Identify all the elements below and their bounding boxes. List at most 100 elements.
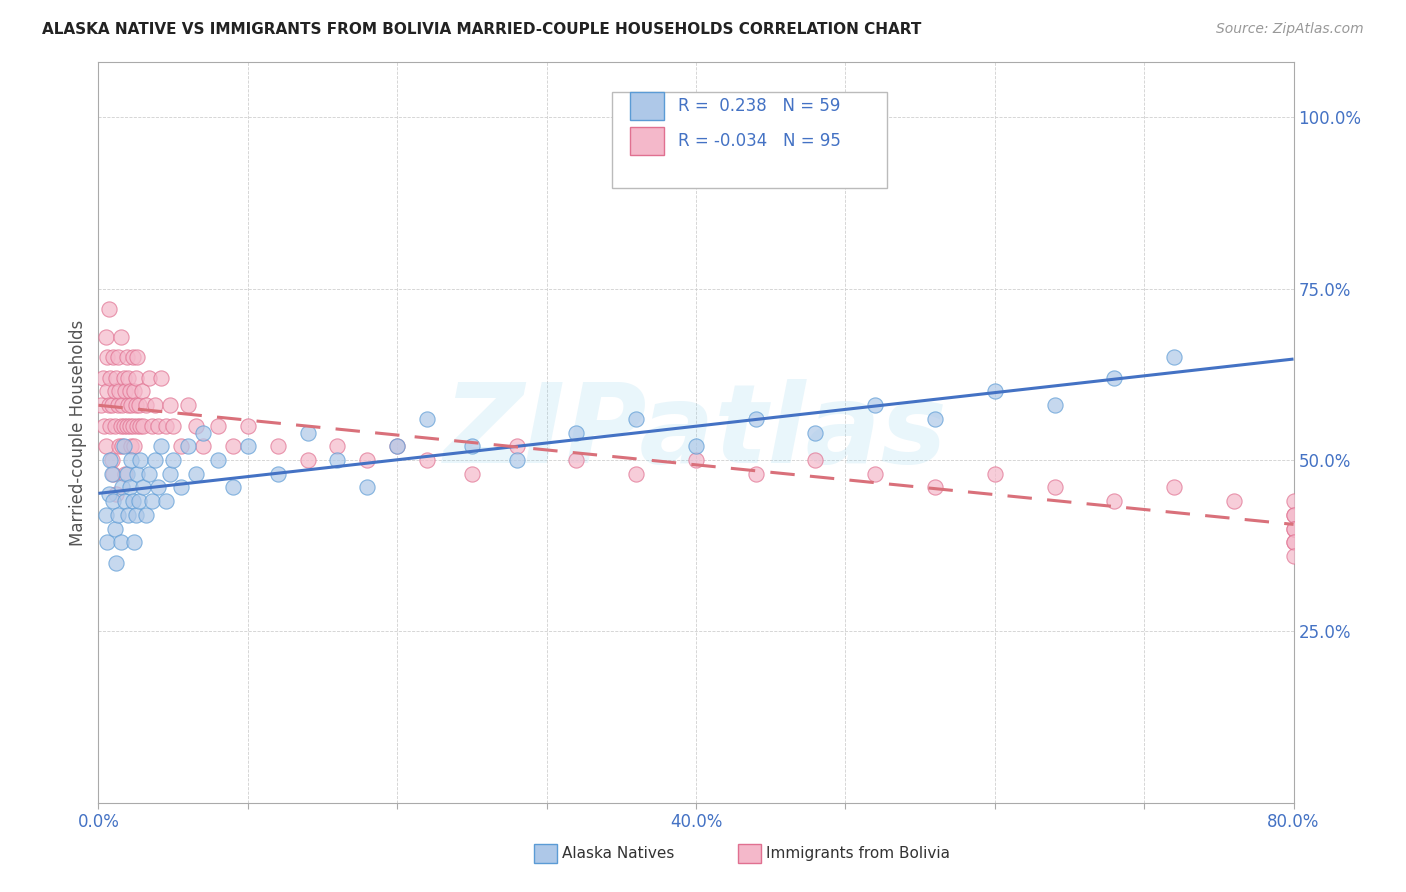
- Text: Alaska Natives: Alaska Natives: [562, 847, 675, 861]
- Point: [110, 329, 132, 343]
- Point: [112, 418, 135, 433]
- Point: [110, 418, 132, 433]
- Point: [356, 453, 378, 467]
- Point: [1282, 535, 1305, 549]
- Bar: [630, 92, 664, 120]
- Point: [114, 384, 136, 399]
- Point: [117, 371, 139, 385]
- Point: [125, 371, 148, 385]
- Point: [135, 398, 157, 412]
- Point: [1282, 549, 1305, 563]
- Point: [184, 467, 207, 481]
- Point: [124, 439, 146, 453]
- Point: [461, 467, 484, 481]
- Point: [112, 439, 135, 453]
- Point: [159, 398, 181, 412]
- Point: [101, 467, 124, 481]
- Point: [128, 494, 150, 508]
- Point: [108, 384, 131, 399]
- Point: [148, 480, 170, 494]
- Point: [115, 350, 138, 364]
- Point: [114, 494, 136, 508]
- Point: [108, 439, 131, 453]
- Point: [984, 384, 1007, 399]
- Point: [626, 467, 648, 481]
- Point: [114, 467, 136, 481]
- Bar: [630, 127, 664, 155]
- Point: [191, 425, 214, 440]
- Point: [162, 418, 184, 433]
- Point: [98, 418, 122, 433]
- Point: [104, 418, 127, 433]
- Point: [1104, 371, 1126, 385]
- Point: [1043, 398, 1066, 412]
- Point: [115, 467, 138, 481]
- Point: [135, 508, 157, 522]
- Point: [1282, 508, 1305, 522]
- Point: [111, 480, 134, 494]
- Point: [143, 398, 166, 412]
- Text: Immigrants from Bolivia: Immigrants from Bolivia: [766, 847, 950, 861]
- Point: [461, 439, 484, 453]
- Point: [804, 425, 827, 440]
- Point: [120, 439, 142, 453]
- Point: [94, 508, 117, 522]
- Point: [626, 412, 648, 426]
- Point: [98, 371, 122, 385]
- Text: ALASKA NATIVE VS IMMIGRANTS FROM BOLIVIA MARRIED-COUPLE HOUSEHOLDS CORRELATION C: ALASKA NATIVE VS IMMIGRANTS FROM BOLIVIA…: [42, 22, 921, 37]
- Point: [1043, 480, 1066, 494]
- Point: [112, 371, 135, 385]
- Text: R =  0.238   N = 59: R = 0.238 N = 59: [678, 97, 841, 115]
- Point: [267, 439, 290, 453]
- Point: [207, 453, 229, 467]
- Point: [132, 418, 155, 433]
- Point: [97, 302, 120, 317]
- Point: [120, 398, 142, 412]
- Point: [141, 418, 163, 433]
- Point: [1163, 350, 1185, 364]
- Point: [111, 439, 134, 453]
- Point: [150, 371, 173, 385]
- Point: [94, 329, 117, 343]
- Point: [506, 439, 529, 453]
- Point: [132, 480, 155, 494]
- Point: [120, 453, 142, 467]
- Point: [155, 494, 177, 508]
- Point: [155, 418, 177, 433]
- Point: [127, 467, 149, 481]
- Point: [297, 425, 319, 440]
- Point: [101, 453, 124, 467]
- Point: [143, 453, 166, 467]
- Point: [326, 453, 349, 467]
- Point: [127, 418, 149, 433]
- Point: [745, 412, 768, 426]
- Point: [222, 439, 245, 453]
- Point: [121, 418, 143, 433]
- Point: [148, 418, 170, 433]
- Point: [96, 535, 118, 549]
- Point: [97, 398, 120, 412]
- Point: [1282, 508, 1305, 522]
- Point: [124, 384, 146, 399]
- Point: [745, 467, 768, 481]
- Point: [326, 439, 349, 453]
- Point: [103, 350, 125, 364]
- Point: [416, 453, 439, 467]
- Y-axis label: Married-couple Households: Married-couple Households: [69, 319, 87, 546]
- Point: [107, 398, 129, 412]
- Point: [236, 439, 259, 453]
- Point: [138, 467, 160, 481]
- Text: Source: ZipAtlas.com: Source: ZipAtlas.com: [1216, 22, 1364, 37]
- Point: [804, 453, 827, 467]
- Text: R = -0.034   N = 95: R = -0.034 N = 95: [678, 132, 841, 150]
- Point: [103, 494, 125, 508]
- Point: [138, 371, 160, 385]
- Point: [984, 467, 1007, 481]
- Point: [506, 453, 529, 467]
- Point: [1282, 494, 1305, 508]
- Point: [1282, 522, 1305, 536]
- Point: [385, 439, 409, 453]
- Point: [865, 467, 887, 481]
- Point: [1163, 480, 1185, 494]
- Point: [117, 398, 139, 412]
